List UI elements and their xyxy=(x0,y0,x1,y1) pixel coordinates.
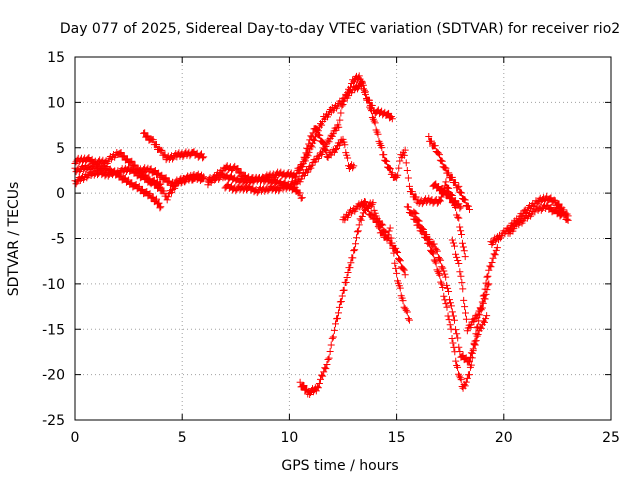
x-tick-label: 20 xyxy=(495,430,513,446)
plot-frame xyxy=(74,56,612,421)
y-tick-label: -20 xyxy=(42,368,65,384)
data-point-markers xyxy=(425,132,473,213)
data-point-markers xyxy=(429,180,465,212)
y-tick-label: 15 xyxy=(47,50,65,66)
y-tick-label: -10 xyxy=(42,277,65,293)
x-tick-label: 5 xyxy=(178,430,187,446)
data-series-7 xyxy=(204,170,306,202)
data-series-11 xyxy=(339,197,409,279)
data-point-markers xyxy=(410,208,491,366)
x-axis-label: GPS time / hours xyxy=(281,458,398,474)
data-series-14 xyxy=(448,236,493,335)
data-point-markers xyxy=(140,129,208,164)
data-point-markers xyxy=(294,78,469,261)
y-tick-label: 0 xyxy=(56,186,65,202)
data-point-markers xyxy=(204,170,306,202)
data-point-markers xyxy=(448,236,493,335)
data-series-18 xyxy=(504,201,572,237)
y-tick-label: 10 xyxy=(47,95,65,111)
y-tick-label: -25 xyxy=(42,413,65,429)
x-tick-label: 10 xyxy=(280,430,298,446)
data-series-10 xyxy=(296,199,413,398)
data-point-markers xyxy=(339,197,409,279)
data-series-8 xyxy=(221,72,396,197)
grid-lines xyxy=(75,57,611,420)
data-points xyxy=(71,72,572,398)
x-tick-label: 25 xyxy=(602,430,620,446)
data-point-markers xyxy=(296,199,413,398)
y-axis-label: SDTVAR / TECUs xyxy=(6,182,22,297)
data-point-markers xyxy=(487,192,572,249)
y-tick-label: -15 xyxy=(42,322,65,338)
x-tick-label: 15 xyxy=(388,430,406,446)
axis-ticks: 0 5 10 15 20 25 -25 -20 -15 -10 -5 0 5 10 15 xyxy=(42,50,620,446)
data-point-markers xyxy=(504,201,572,237)
data-series-16 xyxy=(425,132,473,213)
data-series-9 xyxy=(294,78,469,261)
data-point-markers xyxy=(135,164,208,190)
data-series-15 xyxy=(429,180,465,212)
data-series-17 xyxy=(487,192,572,249)
y-tick-label: -5 xyxy=(51,232,65,248)
data-series-13 xyxy=(410,208,491,366)
data-series-5 xyxy=(135,164,208,190)
y-tick-label: 5 xyxy=(56,141,65,157)
chart-title: Day 077 of 2025, Sidereal Day-to-day VTE… xyxy=(60,21,620,37)
data-point-markers xyxy=(221,72,396,197)
x-tick-label: 0 xyxy=(71,430,80,446)
data-series-4 xyxy=(140,129,208,164)
